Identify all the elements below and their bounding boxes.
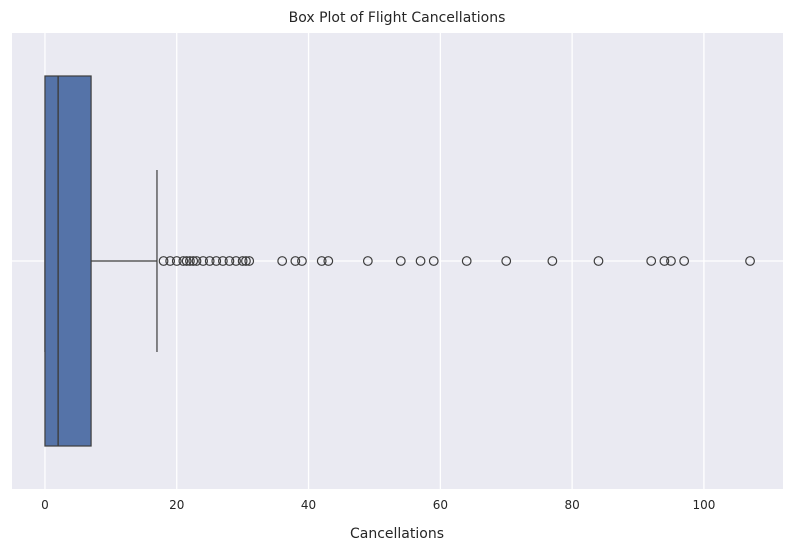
outlier-point bbox=[362, 256, 373, 266]
outlier-point bbox=[501, 256, 512, 266]
outlier-point bbox=[415, 256, 426, 266]
outlier-point bbox=[188, 256, 199, 266]
outlier-point bbox=[395, 256, 406, 266]
outlier-point bbox=[323, 256, 334, 266]
outlier-point bbox=[198, 256, 209, 266]
outlier-point bbox=[231, 256, 241, 266]
iqr-box bbox=[44, 75, 92, 447]
outlier-point bbox=[745, 256, 755, 266]
chart-title: Box Plot of Flight Cancellations bbox=[289, 10, 506, 26]
outlier-point bbox=[593, 256, 604, 266]
outlier-point bbox=[461, 256, 472, 266]
x-axis-ticks: 0 20 40 60 80 100 bbox=[41, 498, 715, 512]
x-axis-label: Cancellations bbox=[350, 526, 444, 542]
outlier-point bbox=[241, 256, 251, 266]
x-tick-label: 20 bbox=[169, 498, 184, 512]
outlier-point bbox=[191, 256, 202, 266]
outlier-point bbox=[224, 256, 235, 266]
outlier-point bbox=[547, 256, 558, 266]
outlier-point bbox=[297, 256, 307, 266]
x-tick-label: 60 bbox=[433, 498, 448, 512]
outlier-point bbox=[237, 256, 248, 266]
outlier-point bbox=[666, 256, 676, 266]
outlier-point bbox=[181, 256, 192, 266]
outlier-point bbox=[659, 256, 670, 266]
outlier-point bbox=[679, 256, 690, 266]
outlier-point bbox=[158, 256, 169, 266]
x-tick-label: 80 bbox=[564, 498, 579, 512]
outlier-point bbox=[277, 256, 288, 266]
outlier-point bbox=[646, 256, 657, 266]
outlier-point bbox=[244, 256, 255, 266]
x-tick-label: 100 bbox=[692, 498, 715, 512]
outlier-point bbox=[211, 256, 222, 266]
outlier-point bbox=[165, 256, 176, 266]
outlier-point bbox=[204, 256, 215, 266]
x-tick-label: 40 bbox=[301, 498, 316, 512]
outliers bbox=[158, 256, 755, 266]
outlier-point bbox=[171, 256, 182, 266]
box-plot bbox=[44, 75, 158, 447]
outlier-point bbox=[290, 256, 301, 266]
outlier-point bbox=[185, 256, 195, 266]
outlier-point bbox=[428, 256, 439, 266]
outlier-point bbox=[316, 256, 327, 266]
outlier-point bbox=[178, 256, 189, 266]
outlier-point bbox=[217, 256, 228, 266]
x-tick-label: 0 bbox=[41, 498, 49, 512]
